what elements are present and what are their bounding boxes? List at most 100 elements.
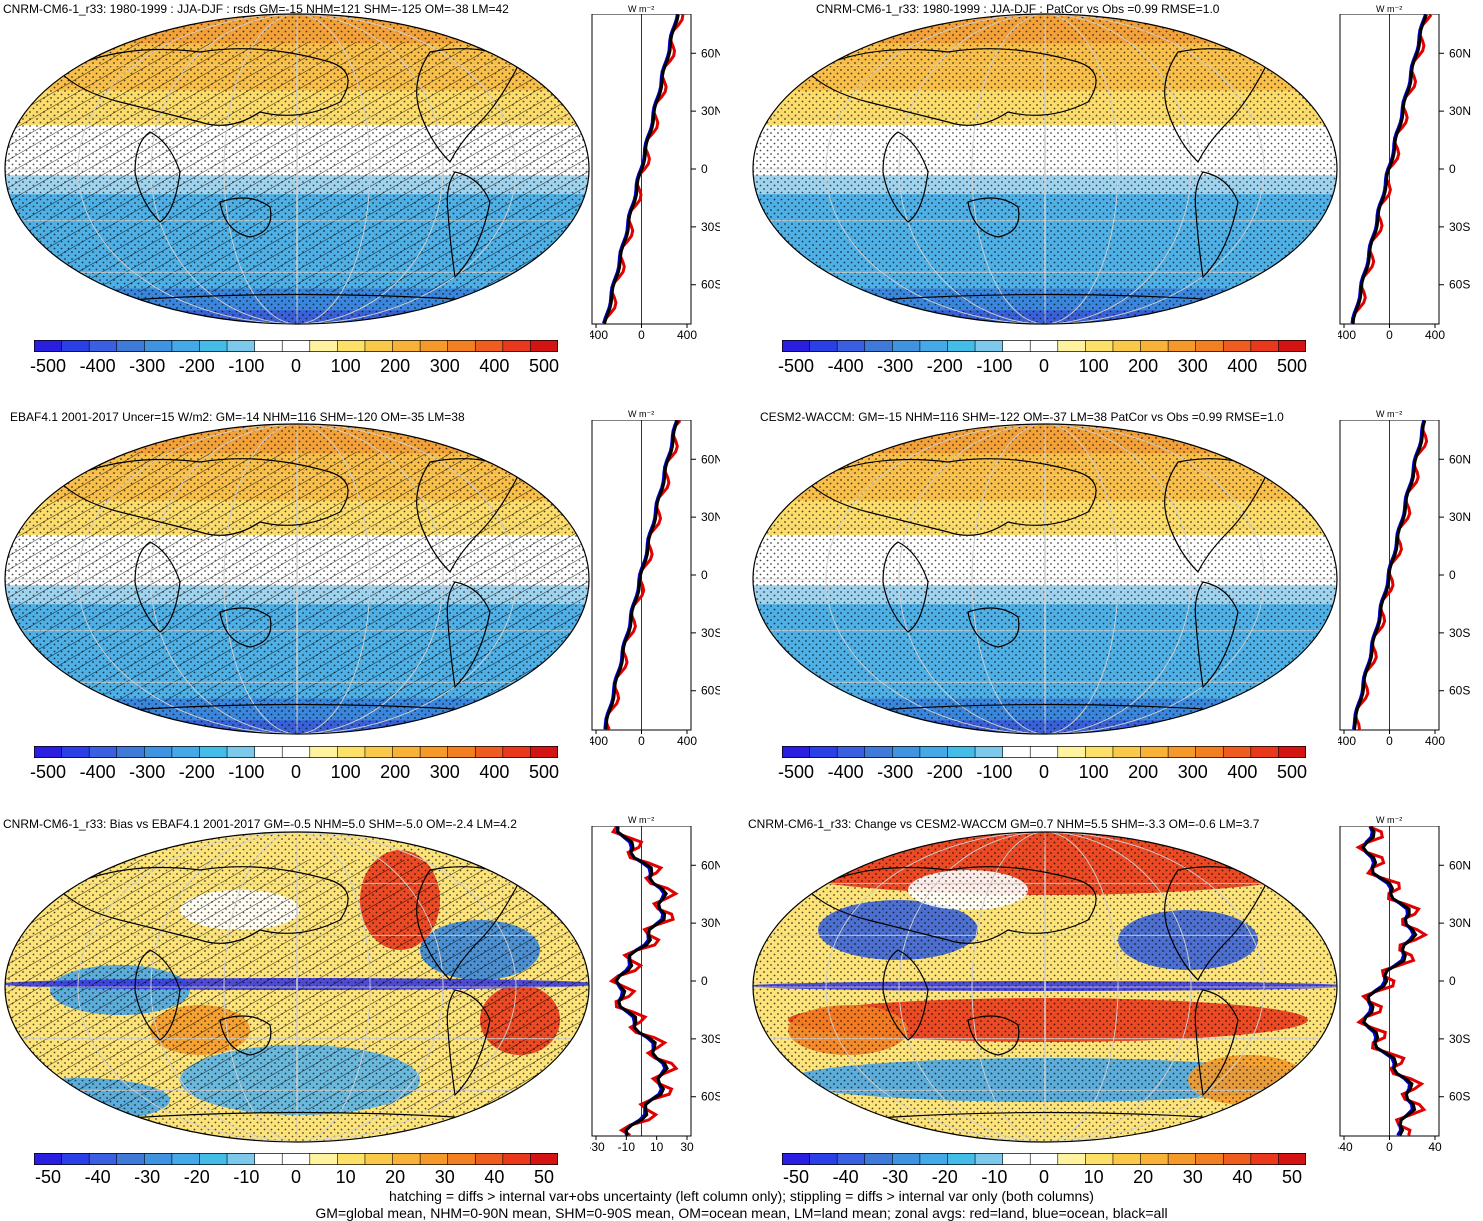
colorbar-swatch bbox=[1112, 1153, 1142, 1165]
zonal-x-tick-label: 0 bbox=[638, 734, 645, 748]
colorbar-2 bbox=[34, 746, 558, 758]
colorbar-swatch bbox=[1085, 746, 1114, 758]
map-outline bbox=[4, 831, 590, 1143]
colorbar-swatch bbox=[364, 340, 394, 352]
map-coastline bbox=[99, 1111, 501, 1121]
zonal-x-tick-label: 400 bbox=[1425, 734, 1445, 748]
colorbar-label: -10 bbox=[981, 1167, 1008, 1187]
map-coastline bbox=[967, 1015, 1020, 1056]
zonal-lat-label: 60N bbox=[1449, 452, 1471, 466]
zonal-lat-label: 30N bbox=[701, 104, 720, 118]
colorbar-frame bbox=[782, 746, 1306, 758]
colorbar-label: 10 bbox=[335, 1167, 356, 1187]
colorbar-label: 400 bbox=[1227, 762, 1258, 782]
colorbar-swatch bbox=[809, 746, 838, 758]
colorbar-label: 40 bbox=[484, 1167, 505, 1187]
colorbar-label: -20 bbox=[931, 1167, 958, 1187]
colorbar-swatch bbox=[226, 1153, 256, 1165]
colorbar-swatch bbox=[782, 1153, 811, 1165]
map-coastline bbox=[134, 131, 181, 223]
map-coastline bbox=[134, 949, 181, 1041]
map-coastline bbox=[58, 48, 349, 126]
colorbar-label: -100 bbox=[976, 762, 1013, 782]
colorbar-swatch bbox=[171, 340, 201, 352]
colorbar-swatch bbox=[364, 746, 394, 758]
colorbar-swatch bbox=[1140, 1153, 1169, 1165]
colorbar-swatch bbox=[1085, 340, 1114, 352]
colorbar-1 bbox=[782, 340, 1306, 352]
colorbar-label: -200 bbox=[178, 356, 215, 376]
map-panel-0 bbox=[4, 13, 590, 325]
map-coastline bbox=[882, 541, 929, 633]
colorbar-label: -50 bbox=[782, 1167, 810, 1187]
colorbar-swatch bbox=[144, 746, 173, 758]
zonal-x-tick-label: 0 bbox=[1386, 734, 1393, 748]
map-coastline bbox=[1194, 171, 1239, 279]
zonal-x-tick-label: 0 bbox=[1386, 328, 1393, 342]
zonal-lat-label: 0 bbox=[1449, 974, 1456, 988]
map-panel-5 bbox=[752, 831, 1338, 1143]
colorbar-swatch bbox=[502, 746, 532, 758]
map-coastline bbox=[806, 866, 1097, 944]
colorbar-label: -400 bbox=[827, 762, 864, 782]
map-meridian bbox=[296, 14, 298, 324]
zonal-curve bbox=[604, 420, 679, 730]
zonal-x-tick-label: 0 bbox=[1386, 1140, 1393, 1154]
colorbar-swatch bbox=[1195, 746, 1225, 758]
colorbar-swatch bbox=[61, 340, 90, 352]
colorbar-label: -300 bbox=[129, 356, 166, 376]
zonal-x-tick-label: -30 bbox=[590, 1140, 605, 1154]
panel-title-5: CNRM-CM6-1_r33: Change vs CESM2-WACCM GM… bbox=[748, 817, 1260, 831]
colorbar-label: 200 bbox=[1128, 762, 1159, 782]
colorbar-label: -300 bbox=[129, 762, 166, 782]
zonal-curve bbox=[1351, 14, 1428, 324]
colorbar-swatch bbox=[974, 1153, 1004, 1165]
colorbar-swatch bbox=[226, 746, 256, 758]
map-meridian bbox=[971, 424, 1119, 734]
colorbar-label: -400 bbox=[827, 356, 864, 376]
colorbar-labels-2: -500 -400 -300 -200 -100 0 100 200 300 400 500 bbox=[30, 762, 559, 784]
zonal-lat-label: 30S bbox=[701, 1032, 720, 1046]
colorbar-swatch bbox=[419, 746, 449, 758]
zonal-plot-1: -400 0 400 60N 30N 0 30S 60S bbox=[1338, 14, 1471, 342]
colorbar-swatch bbox=[530, 1153, 558, 1165]
colorbar-swatch bbox=[392, 1153, 421, 1165]
colorbar-label: 500 bbox=[1276, 762, 1308, 782]
map-coastline bbox=[806, 48, 1097, 126]
colorbar-swatch bbox=[474, 340, 504, 352]
colorbar-swatch bbox=[144, 1153, 173, 1165]
zonal-lat-label: 60N bbox=[1449, 46, 1471, 60]
colorbar-swatch bbox=[254, 340, 284, 352]
map-meridian bbox=[296, 832, 298, 1142]
colorbar-swatch bbox=[1278, 340, 1306, 352]
colorbar-swatch bbox=[1278, 1153, 1306, 1165]
colorbar-swatch bbox=[782, 340, 811, 352]
map-coastline bbox=[847, 293, 1249, 303]
colorbar-label: 400 bbox=[479, 356, 510, 376]
colorbar-swatch bbox=[1250, 746, 1280, 758]
zonal-lat-label: 30S bbox=[1449, 220, 1470, 234]
zonal-curve bbox=[1353, 420, 1427, 730]
zonal-lat-label: 30N bbox=[701, 916, 720, 930]
zonal-unit-3: W m⁻² bbox=[1376, 409, 1403, 419]
panel-title-3: CESM2-WACCM: GM=-15 NHM=116 SHM=-122 OM=… bbox=[760, 410, 1284, 424]
colorbar-label: 10 bbox=[1083, 1167, 1104, 1187]
colorbar-swatch bbox=[892, 1153, 921, 1165]
footer-line-1: hatching = diffs > internal var+obs unce… bbox=[389, 1188, 1094, 1204]
zonal-lat-label: 30N bbox=[1449, 104, 1471, 118]
colorbar-swatch bbox=[1085, 1153, 1114, 1165]
zonal-lat-label: 60S bbox=[1449, 1090, 1470, 1104]
zonal-x-tick-label: -10 bbox=[618, 1140, 636, 1154]
colorbar-swatch bbox=[1002, 1153, 1032, 1165]
colorbar-label: 500 bbox=[1276, 356, 1308, 376]
colorbar-3 bbox=[782, 746, 1306, 758]
map-meridian bbox=[223, 832, 371, 1142]
colorbar-swatch bbox=[836, 1153, 866, 1165]
map-meridian bbox=[1044, 832, 1046, 1142]
colorbar-swatch bbox=[1140, 746, 1169, 758]
colorbar-swatch bbox=[1057, 746, 1087, 758]
map-coastline bbox=[847, 703, 1249, 713]
zonal-lat-label: 60N bbox=[701, 46, 720, 60]
map-meridian bbox=[1044, 424, 1046, 734]
zonal-plot-0: -400 0 400 60N 30N 0 30S 60S bbox=[590, 14, 720, 342]
